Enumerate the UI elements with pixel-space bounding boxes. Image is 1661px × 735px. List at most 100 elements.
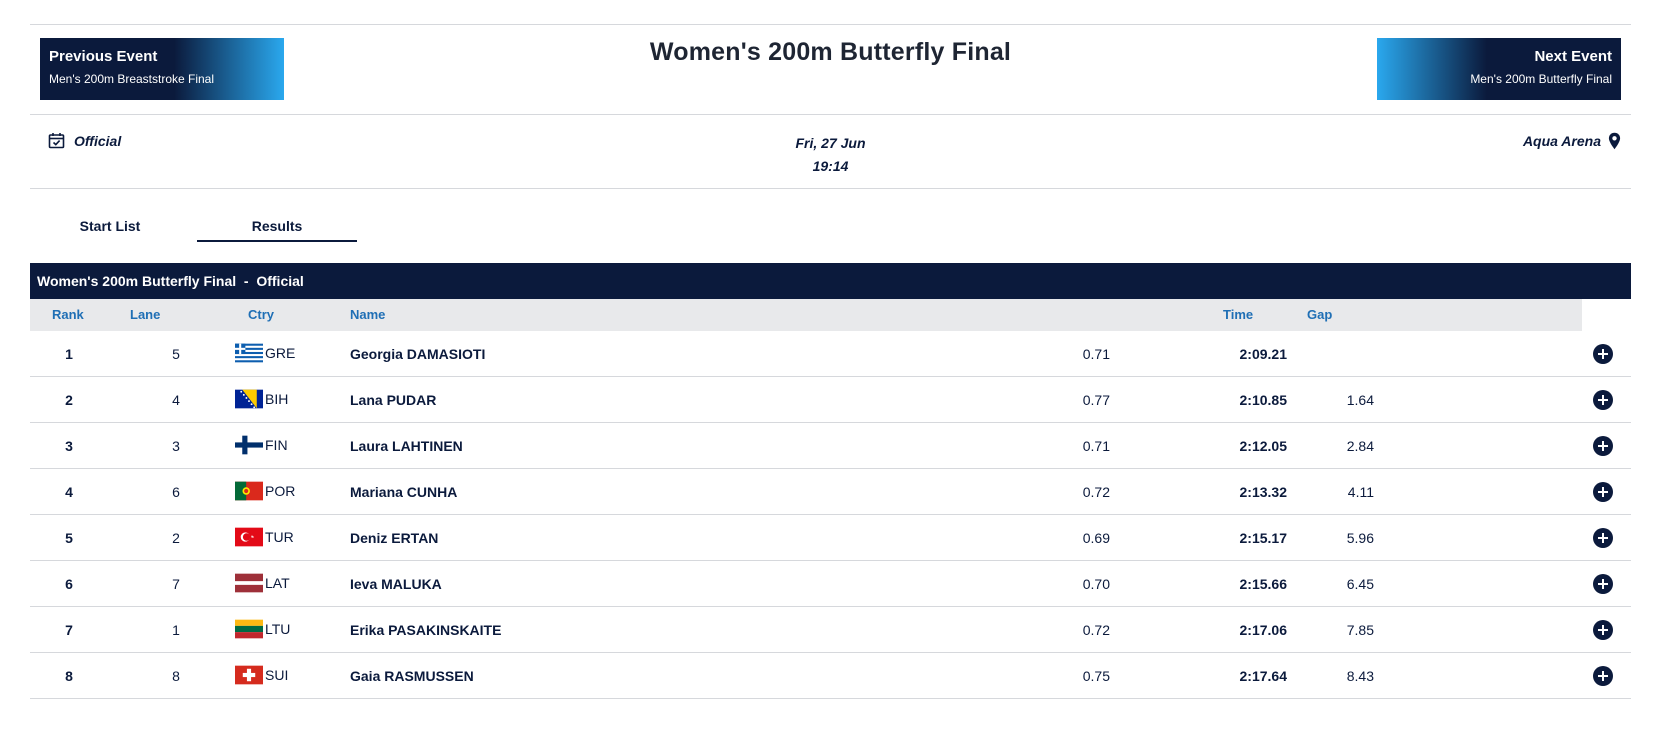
status-text: Official xyxy=(74,132,122,149)
col-rank: Rank xyxy=(52,307,84,322)
reaction-time: 0.71 xyxy=(1082,438,1110,454)
athlete-name: Mariana CUNHA xyxy=(350,484,458,500)
plus-circle-icon[interactable] xyxy=(1593,436,1613,456)
col-time: Time xyxy=(1223,307,1254,322)
plus-circle-icon[interactable] xyxy=(1593,390,1613,410)
rank-cell: 4 xyxy=(65,484,73,500)
col-gap: Gap xyxy=(1307,307,1333,322)
country-code: GRE xyxy=(265,345,296,361)
table-row[interactable]: 5 2 TUR Deniz ERTAN 0.69 2:15.17 5.96 xyxy=(30,515,1631,561)
lane-cell: 5 xyxy=(172,346,180,362)
calendar-check-icon xyxy=(48,133,65,149)
next-event-button[interactable]: Next Event Men's 200m Butterfly Final xyxy=(1377,38,1621,100)
table-row[interactable]: 4 6 POR Mariana CUNHA 0.72 2:13.32 4.11 xyxy=(30,469,1631,515)
plus-circle-icon[interactable] xyxy=(1593,344,1613,364)
gap-cell: 6.45 xyxy=(1346,576,1374,592)
next-event-name: Men's 200m Butterfly Final xyxy=(1470,72,1612,86)
athlete-name: Laura LAHTINEN xyxy=(350,438,463,454)
table-row[interactable]: 3 3 FIN Laura LAHTINEN 0.71 2:12.05 2.84 xyxy=(30,423,1631,469)
lane-cell: 6 xyxy=(172,484,180,500)
country-cell: LTU xyxy=(235,619,290,639)
country-cell: POR xyxy=(235,481,295,501)
finish-time: 2:12.05 xyxy=(1239,438,1287,454)
tab-results[interactable]: Results xyxy=(197,218,357,242)
lane-cell: 8 xyxy=(172,668,180,684)
rank-cell: 3 xyxy=(65,438,73,454)
plus-circle-icon[interactable] xyxy=(1593,574,1613,594)
tab-start-list[interactable]: Start List xyxy=(79,218,141,234)
reaction-time: 0.70 xyxy=(1082,576,1110,592)
reaction-time: 0.75 xyxy=(1082,668,1110,684)
results-column-headers: Rank Lane Ctry Name Time Gap xyxy=(30,299,1582,331)
country-code: LTU xyxy=(265,621,291,637)
table-row[interactable]: 2 4 BIH Lana PUDAR 0.77 2:10.85 1.64 xyxy=(30,377,1631,423)
plus-circle-icon[interactable] xyxy=(1593,528,1613,548)
flag-latvia-icon xyxy=(235,573,263,593)
gap-cell: 8.43 xyxy=(1346,668,1374,684)
rank-cell: 8 xyxy=(65,668,73,684)
gap-cell: 2.84 xyxy=(1346,438,1374,454)
flag-turkey-icon xyxy=(235,527,263,547)
plus-circle-icon[interactable] xyxy=(1593,666,1613,686)
gap-cell: 1.64 xyxy=(1346,392,1374,408)
flag-greece-icon xyxy=(235,343,263,363)
rank-cell: 1 xyxy=(65,346,73,362)
gap-cell: 5.96 xyxy=(1346,530,1374,546)
country-cell: BIH xyxy=(235,389,288,409)
table-row[interactable]: 8 8 SUI Gaia RASMUSSEN 0.75 2:17.64 8.43 xyxy=(30,653,1631,699)
page-title: Women's 200m Butterfly Final xyxy=(649,38,1012,66)
meta-divider xyxy=(30,188,1631,189)
previous-event-label: Previous Event xyxy=(49,48,158,65)
finish-time: 2:15.66 xyxy=(1239,576,1287,592)
next-event-label: Next Event xyxy=(1534,48,1612,65)
flag-switzerland-icon xyxy=(235,665,263,685)
table-row[interactable]: 6 7 LAT Ieva MALUKA 0.70 2:15.66 6.45 xyxy=(30,561,1631,607)
athlete-name: Erika PASAKINSKAITE xyxy=(350,622,502,638)
event-status: Official xyxy=(48,132,121,149)
reaction-time: 0.71 xyxy=(1082,346,1110,362)
rank-cell: 5 xyxy=(65,530,73,546)
venue-text: Aqua Arena xyxy=(1522,133,1601,149)
athlete-name: Deniz ERTAN xyxy=(350,530,439,546)
top-divider xyxy=(30,24,1631,25)
reaction-time: 0.77 xyxy=(1082,392,1110,408)
athlete-name: Lana PUDAR xyxy=(350,392,437,408)
country-cell: TUR xyxy=(235,527,294,547)
reaction-time: 0.69 xyxy=(1082,530,1110,546)
country-code: SUI xyxy=(265,667,289,683)
country-code: BIH xyxy=(265,391,289,407)
lane-cell: 3 xyxy=(172,438,180,454)
table-row[interactable]: 7 1 LTU Erika PASAKINSKAITE 0.72 2:17.06… xyxy=(30,607,1631,653)
event-venue: Aqua Arena xyxy=(1523,132,1621,150)
finish-time: 2:17.64 xyxy=(1239,668,1287,684)
flag-lithuania-icon xyxy=(235,619,263,639)
country-cell: SUI xyxy=(235,665,288,685)
plus-circle-icon[interactable] xyxy=(1593,620,1613,640)
finish-time: 2:10.85 xyxy=(1239,392,1287,408)
event-date: Fri, 27 Jun xyxy=(795,135,866,151)
flag-finland-icon xyxy=(235,435,263,455)
country-code: POR xyxy=(265,483,296,499)
col-lane: Lane xyxy=(130,307,161,322)
rank-cell: 6 xyxy=(65,576,73,592)
athlete-name: Ieva MALUKA xyxy=(350,576,442,592)
event-datetime: Fri, 27 Jun 19:14 xyxy=(0,132,1661,178)
country-code: FIN xyxy=(265,437,288,453)
col-ctry: Ctry xyxy=(248,307,275,322)
reaction-time: 0.72 xyxy=(1082,484,1110,500)
lane-cell: 1 xyxy=(172,622,180,638)
country-cell: GRE xyxy=(235,343,295,363)
finish-time: 2:09.21 xyxy=(1239,346,1287,362)
header-divider xyxy=(30,114,1631,115)
gap-cell: 4.11 xyxy=(1347,484,1374,500)
finish-time: 2:13.32 xyxy=(1239,484,1287,500)
lane-cell: 2 xyxy=(172,530,180,546)
lane-cell: 7 xyxy=(172,576,180,592)
table-row[interactable]: 1 5 GRE Georgia DAMASIOTI 0.71 2:09.21 xyxy=(30,331,1631,377)
event-time: 19:14 xyxy=(812,158,849,174)
results-table-title: Women's 200m Butterfly Final - Official xyxy=(30,263,1631,299)
previous-event-button[interactable]: Previous Event Men's 200m Breaststroke F… xyxy=(40,38,284,100)
plus-circle-icon[interactable] xyxy=(1593,482,1613,502)
athlete-name: Georgia DAMASIOTI xyxy=(350,346,486,362)
flag-portugal-icon xyxy=(235,481,263,501)
